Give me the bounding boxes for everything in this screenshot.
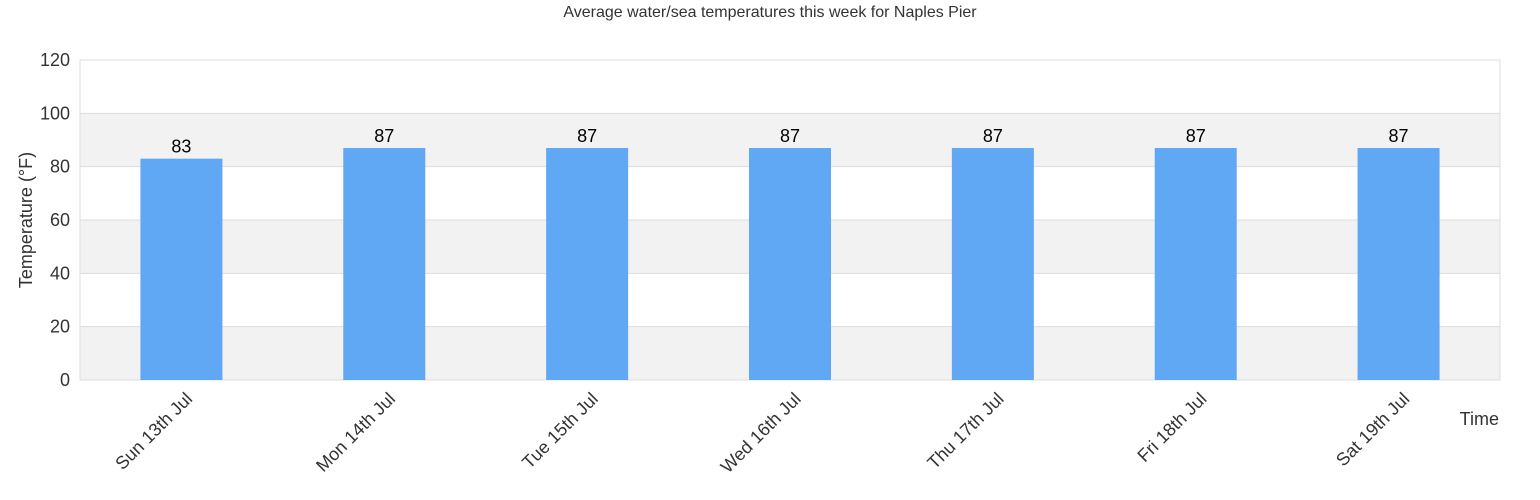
bar: [1154, 148, 1237, 380]
data-label: 87: [780, 126, 800, 146]
x-tick-label: Sat 19th Jul: [1332, 389, 1413, 470]
y-axis-ticks: 0 20 40 60 80 100 120: [40, 50, 70, 390]
y-tick-label: 0: [60, 370, 70, 390]
data-label: 87: [1186, 126, 1206, 146]
data-label: 87: [374, 126, 394, 146]
bar: [546, 148, 629, 380]
bar: [140, 158, 223, 380]
y-tick-label: 60: [50, 210, 70, 230]
y-tick-label: 20: [50, 317, 70, 337]
data-labels: 83 87 87 87 87 87 87: [171, 126, 1408, 157]
bar: [1357, 148, 1440, 380]
y-axis-title: Temperature (°F): [16, 152, 36, 288]
data-label: 87: [577, 126, 597, 146]
bars: [140, 148, 1440, 380]
x-tick-label: Mon 14th Jul: [312, 389, 399, 476]
bar: [343, 148, 426, 380]
x-tick-label: Tue 15th Jul: [518, 389, 602, 473]
x-tick-label: Fri 18th Jul: [1133, 389, 1210, 466]
bar: [749, 148, 831, 380]
y-tick-label: 100: [40, 103, 70, 123]
x-tick-label: Wed 16th Jul: [717, 389, 805, 477]
data-label: 87: [1389, 126, 1409, 146]
data-label: 83: [171, 137, 191, 157]
y-tick-label: 40: [50, 263, 70, 283]
x-axis-ticks: Sun 13th Jul Mon 14th Jul Tue 15th Jul Wed …: [111, 389, 1413, 477]
x-axis-title: Time: [1460, 409, 1499, 429]
bar: [951, 148, 1034, 380]
y-tick-label: 120: [40, 50, 70, 70]
y-tick-label: 80: [50, 157, 70, 177]
chart-title: Average water/sea temperatures this week…: [563, 4, 977, 21]
data-label: 87: [983, 126, 1003, 146]
x-tick-label: Sun 13th Jul: [111, 389, 196, 474]
x-tick-label: Thu 17th Jul: [923, 389, 1007, 473]
